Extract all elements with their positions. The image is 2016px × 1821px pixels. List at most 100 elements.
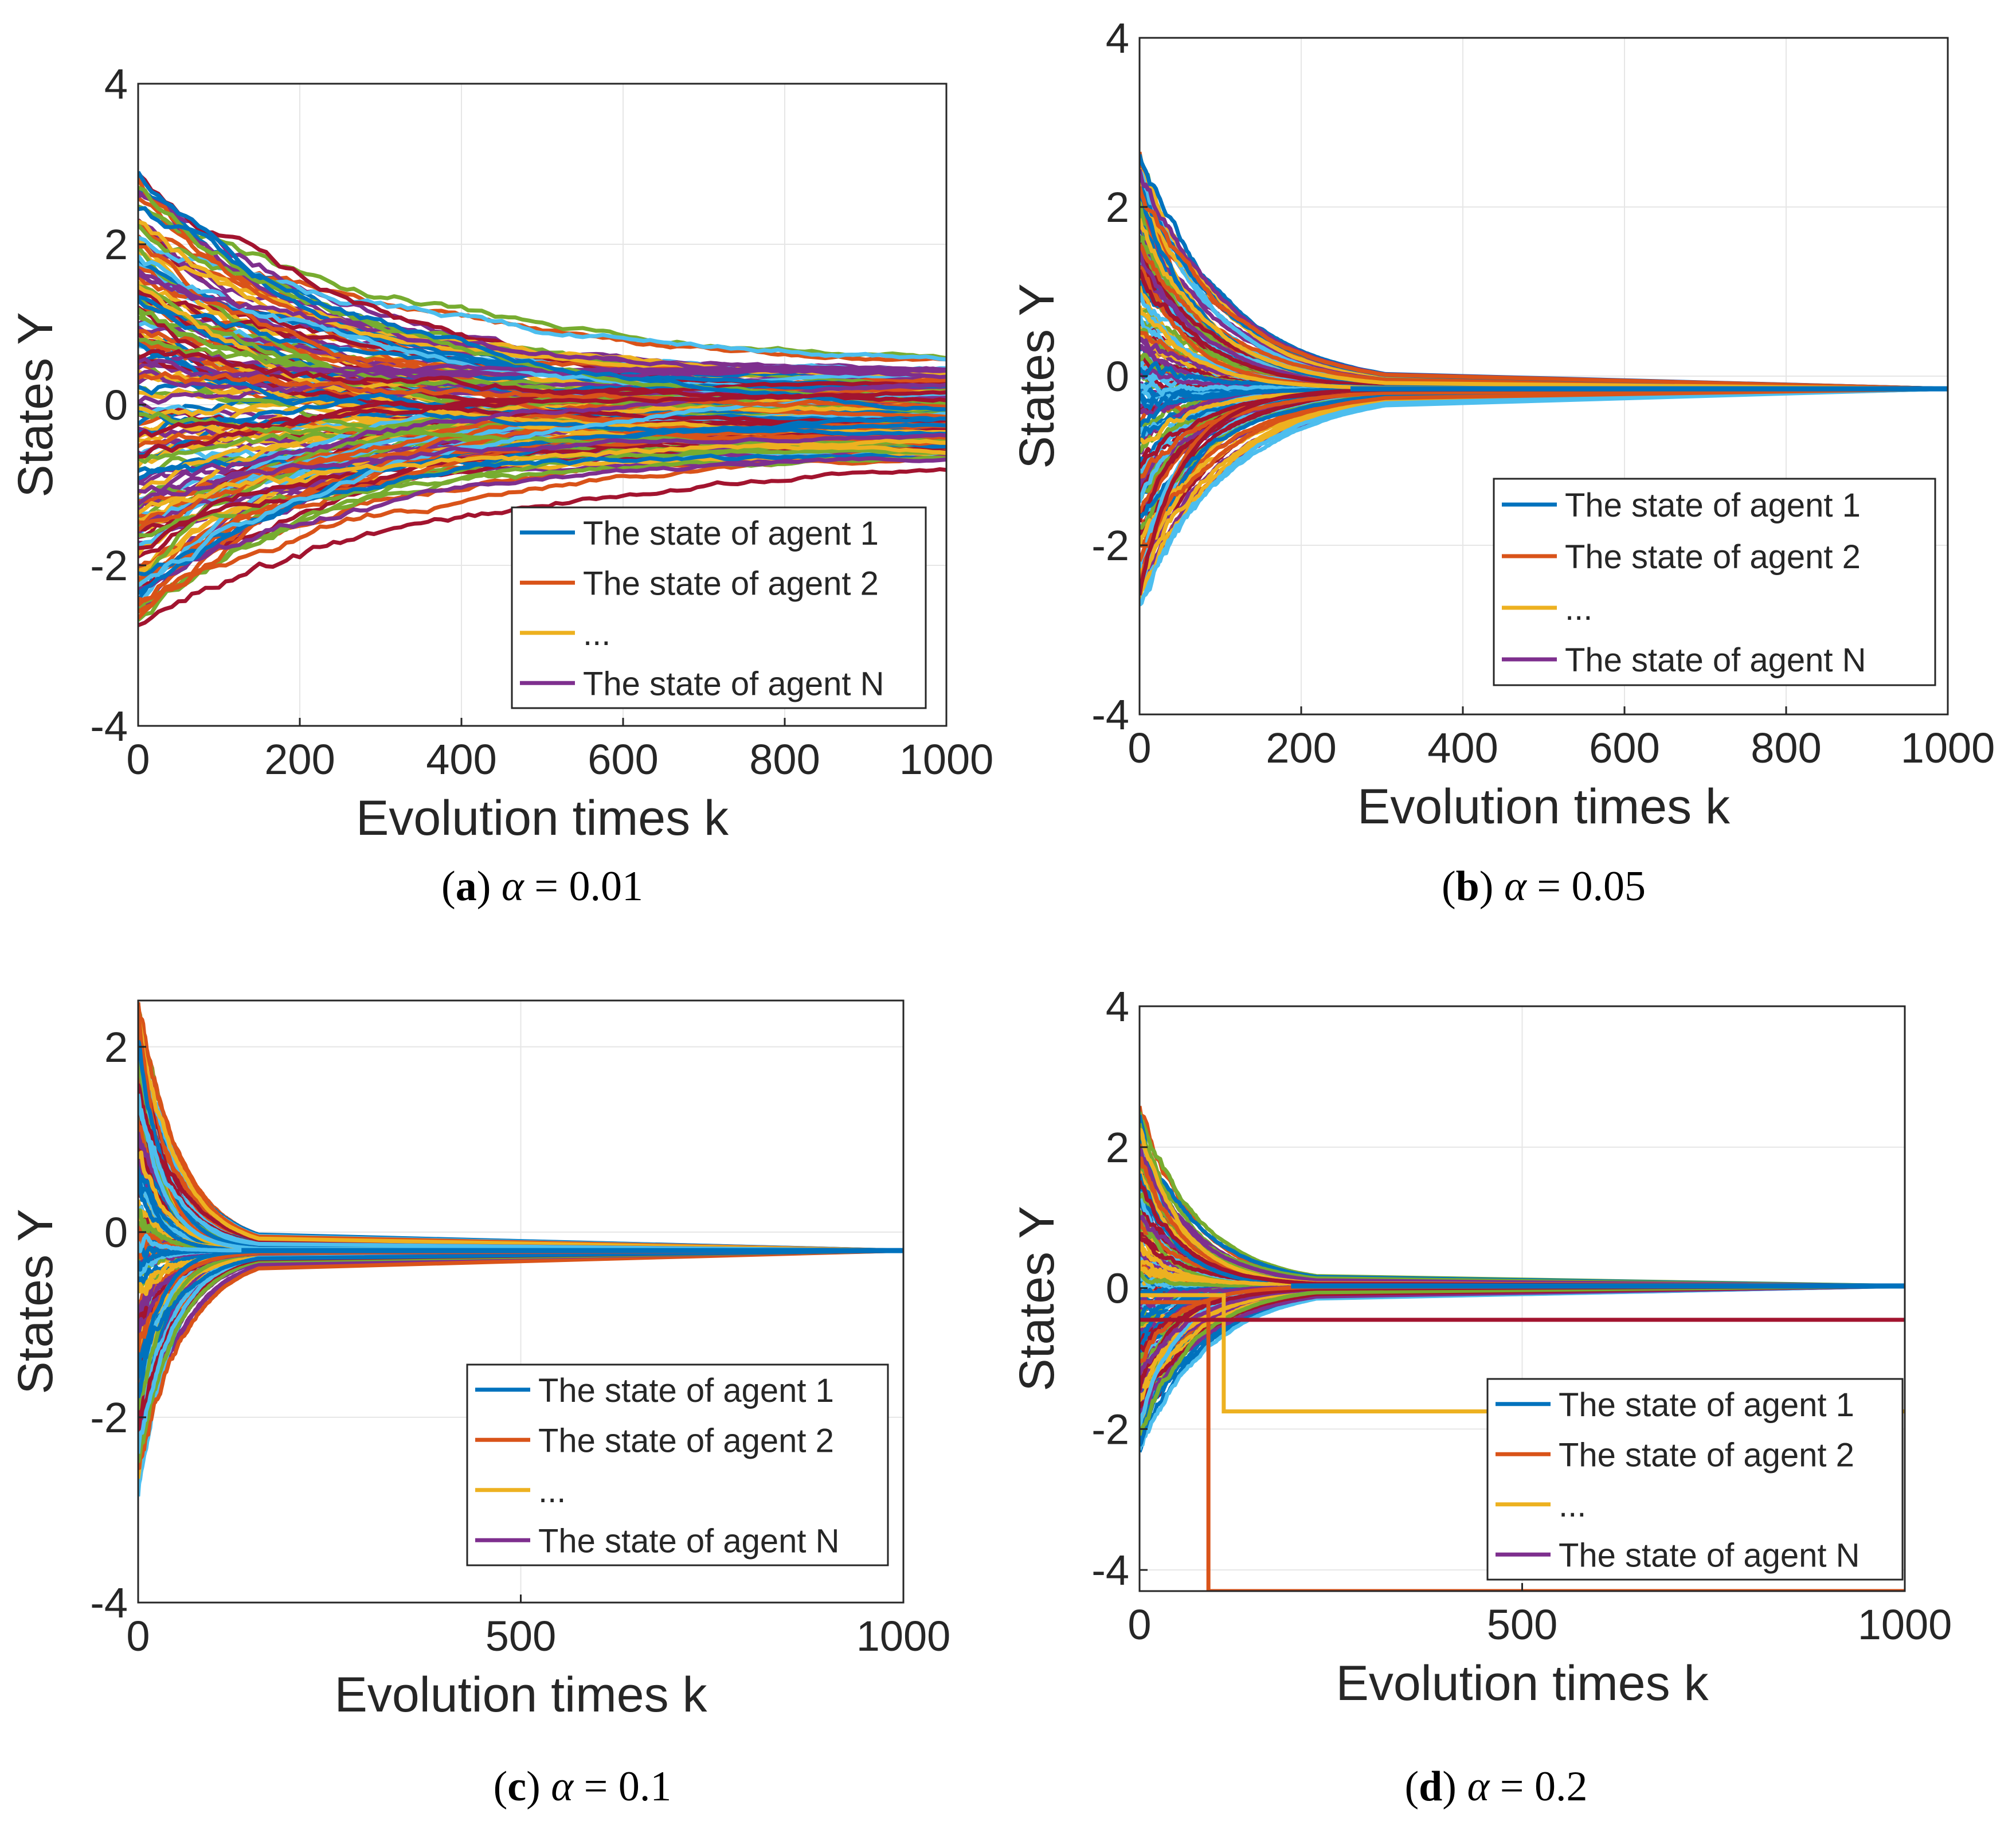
y-tick-label: -2 (1091, 522, 1129, 569)
legend-label: The state of agent N (583, 665, 884, 702)
legend-label: The state of agent 2 (1559, 1436, 1854, 1474)
y-tick-label: -4 (90, 1579, 128, 1627)
agent-trajectory (1140, 186, 1948, 391)
agent-trajectory (138, 423, 946, 595)
y-tick-label: 2 (1106, 183, 1129, 231)
agent-trajectory (138, 1018, 903, 1253)
y-tick-label: 0 (1106, 353, 1129, 400)
agent-trajectory (138, 452, 946, 475)
x-tick-label: 800 (1751, 724, 1821, 772)
x-tick-label: 600 (1589, 724, 1659, 772)
y-tick-label: -2 (1091, 1405, 1129, 1453)
agent-trajectory (138, 342, 946, 436)
x-axis-label: Evolution times k (1336, 1656, 1709, 1711)
agent-trajectory (138, 268, 946, 380)
agent-trajectory (1140, 386, 1948, 607)
x-tick-label: 400 (426, 736, 496, 783)
legend: The state of agent 1 The state of agent 2… (1493, 478, 1936, 686)
chart-panel-d: 0 500 1000 -4 -2 0 2 4 Evolution times k States Y… (1009, 983, 1952, 1810)
panel-caption: (b) α = 0.05 (1442, 863, 1646, 910)
y-tick-label: 2 (1106, 1124, 1129, 1171)
agent-trajectory (138, 371, 946, 409)
y-tick-label: -2 (90, 1394, 128, 1441)
agent-trajectory (1140, 1180, 1905, 1288)
agent-trajectory (138, 382, 946, 506)
x-tick-label: 0 (126, 1612, 150, 1660)
agent-trajectory (138, 456, 946, 591)
y-tick-label: 0 (104, 381, 128, 429)
agent-trajectory (1140, 1284, 1905, 1417)
trajectory-group (138, 1002, 903, 1497)
trajectory-group (138, 171, 946, 627)
y-tick-label: -4 (1091, 691, 1129, 738)
x-tick-label: 1000 (856, 1612, 951, 1660)
chart-panel-b: 0 200 400 600 800 1000 -4 -2 0 2 4 Evolution times … (1009, 14, 1995, 910)
y-tick-label: -2 (90, 542, 128, 589)
x-tick-label: 200 (264, 736, 335, 783)
legend-label: ... (583, 615, 610, 652)
legend-label: The state of agent 1 (1565, 487, 1861, 524)
panel-caption: (d) α = 0.2 (1404, 1763, 1587, 1810)
legend: The state of agent 1 The state of agent 2… (511, 506, 927, 709)
agent-trajectory (1140, 1284, 1905, 1436)
agent-trajectory (138, 438, 946, 515)
y-axis-label: States Y (8, 1209, 63, 1394)
x-tick-label: 400 (1427, 724, 1498, 772)
legend-box (466, 1363, 889, 1566)
agent-trajectory (138, 1100, 903, 1253)
legend-label: The state of agent 2 (538, 1422, 834, 1459)
agent-trajectory (1140, 243, 1948, 391)
legend-label: ... (538, 1472, 566, 1510)
chart-panel-c: 0 500 1000 -4 -2 0 2 Evolution times k States Y T… (8, 999, 951, 1810)
agent-trajectory (138, 1233, 903, 1253)
dropout-series (1140, 1300, 1905, 1591)
agent-trajectory (138, 1002, 903, 1253)
y-tick-label: 4 (104, 60, 128, 108)
y-tick-label: -4 (90, 702, 128, 750)
y-tick-label: -4 (1091, 1546, 1129, 1594)
x-tick-label: 1000 (1858, 1601, 1952, 1648)
agent-trajectory (1140, 1133, 1905, 1288)
agent-trajectory (138, 220, 946, 362)
agent-trajectory (138, 1248, 903, 1463)
y-tick-label: 2 (104, 221, 128, 268)
agent-trajectory (1140, 269, 1948, 391)
y-tick-label: 4 (1106, 983, 1129, 1030)
panel-caption: (a) α = 0.01 (441, 863, 643, 910)
legend-label: The state of agent 1 (538, 1372, 834, 1409)
agent-trajectory (138, 204, 946, 360)
legend-label: The state of agent 2 (1565, 538, 1861, 576)
y-axis-label: States Y (1009, 1206, 1064, 1392)
trajectory-group (1140, 1105, 1905, 1591)
trajectory-group (1140, 151, 1948, 607)
panel-caption: (c) α = 0.1 (494, 1763, 672, 1810)
legend-label: The state of agent 2 (583, 565, 879, 602)
x-axis-label: Evolution times k (1357, 779, 1731, 834)
y-tick-label: 4 (1106, 14, 1129, 62)
x-tick-label: 0 (126, 736, 150, 783)
legend-label: The state of agent 1 (583, 515, 879, 552)
legend-label: ... (1559, 1487, 1586, 1524)
legend-box (511, 506, 927, 709)
chart-panel-a: 0 200 400 600 800 1000 -4 -2 0 2 4 Evolution times … (8, 60, 993, 910)
agent-trajectory (138, 467, 946, 627)
agent-trajectory (138, 390, 946, 438)
legend-label: The state of agent N (538, 1522, 840, 1560)
y-axis-label: States Y (8, 312, 63, 498)
agent-trajectory (138, 432, 946, 497)
agent-trajectory (1140, 1284, 1905, 1451)
legend-box (1486, 1378, 1904, 1581)
legend-label: ... (1565, 590, 1592, 627)
legend-box (1493, 478, 1936, 686)
x-tick-label: 1000 (899, 736, 994, 783)
x-tick-label: 500 (1487, 1601, 1557, 1648)
agent-trajectory (1140, 386, 1948, 479)
agent-trajectory (138, 1248, 903, 1378)
x-tick-label: 0 (1128, 724, 1151, 772)
agent-trajectory (138, 1093, 903, 1253)
x-tick-label: 1000 (1901, 724, 1995, 772)
x-tick-label: 200 (1266, 724, 1336, 772)
legend: The state of agent 1 The state of agent 2… (466, 1363, 889, 1566)
agent-trajectory (1140, 386, 1948, 596)
